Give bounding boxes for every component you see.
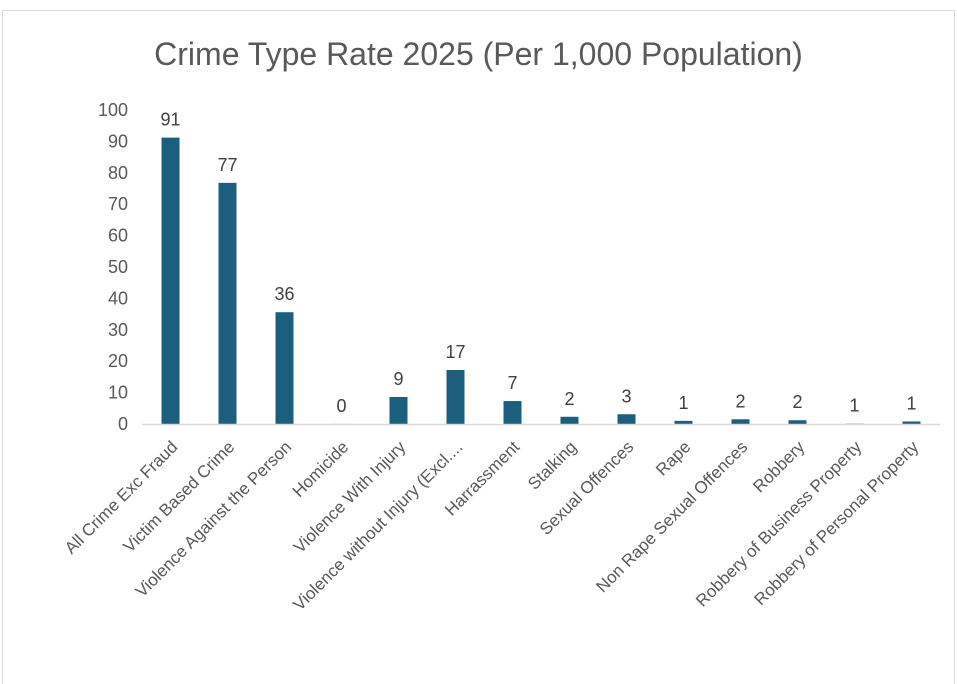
y-tick-label: 100	[98, 100, 128, 120]
category-label: Victim Based Crime	[120, 437, 239, 556]
data-label: 91	[160, 110, 180, 130]
y-axis-tick-labels: 0 10 20 30 40 50 60 70 80 90 100	[98, 100, 128, 434]
category-label: Rape	[652, 437, 694, 479]
bar	[275, 312, 294, 424]
y-tick-label: 40	[108, 288, 128, 308]
chart-title: Crime Type Rate 2025 (Per 1,000 Populati…	[154, 36, 803, 72]
y-tick-label: 30	[108, 320, 128, 340]
data-label: 2	[564, 389, 574, 409]
data-label: 9	[393, 369, 403, 389]
data-label: 7	[507, 373, 517, 393]
data-label: 3	[621, 386, 631, 406]
category-label: Violence With Injury	[290, 437, 410, 557]
data-label: 36	[274, 284, 294, 304]
category-label: Robbery	[749, 437, 808, 496]
y-tick-label: 0	[118, 414, 128, 434]
data-label: 1	[678, 393, 688, 413]
data-label: 17	[445, 342, 465, 362]
y-tick-label: 10	[108, 383, 128, 403]
category-label: All Crime Exc Fraud	[61, 437, 181, 557]
y-tick-label: 60	[108, 226, 128, 246]
y-tick-label: 20	[108, 351, 128, 371]
data-label: 2	[792, 392, 802, 412]
bar	[617, 414, 636, 424]
data-label: 77	[217, 155, 237, 175]
bar	[161, 137, 180, 424]
data-label: 1	[849, 396, 859, 416]
y-tick-label: 50	[108, 257, 128, 277]
bars	[161, 137, 921, 424]
data-label: 2	[735, 391, 745, 411]
chart-frame	[2, 10, 955, 684]
bar	[446, 369, 465, 424]
bar	[503, 401, 522, 424]
bar	[731, 419, 750, 424]
bar	[389, 396, 408, 424]
bar	[902, 421, 921, 424]
bar	[560, 416, 579, 424]
y-tick-label: 70	[108, 194, 128, 214]
bar	[674, 420, 693, 424]
category-label: Stalking	[524, 437, 580, 493]
data-label: 0	[336, 396, 346, 416]
y-tick-label: 90	[108, 131, 128, 151]
bar	[218, 182, 237, 424]
data-label: 1	[906, 393, 916, 413]
bar	[788, 420, 807, 424]
y-tick-label: 80	[108, 163, 128, 183]
